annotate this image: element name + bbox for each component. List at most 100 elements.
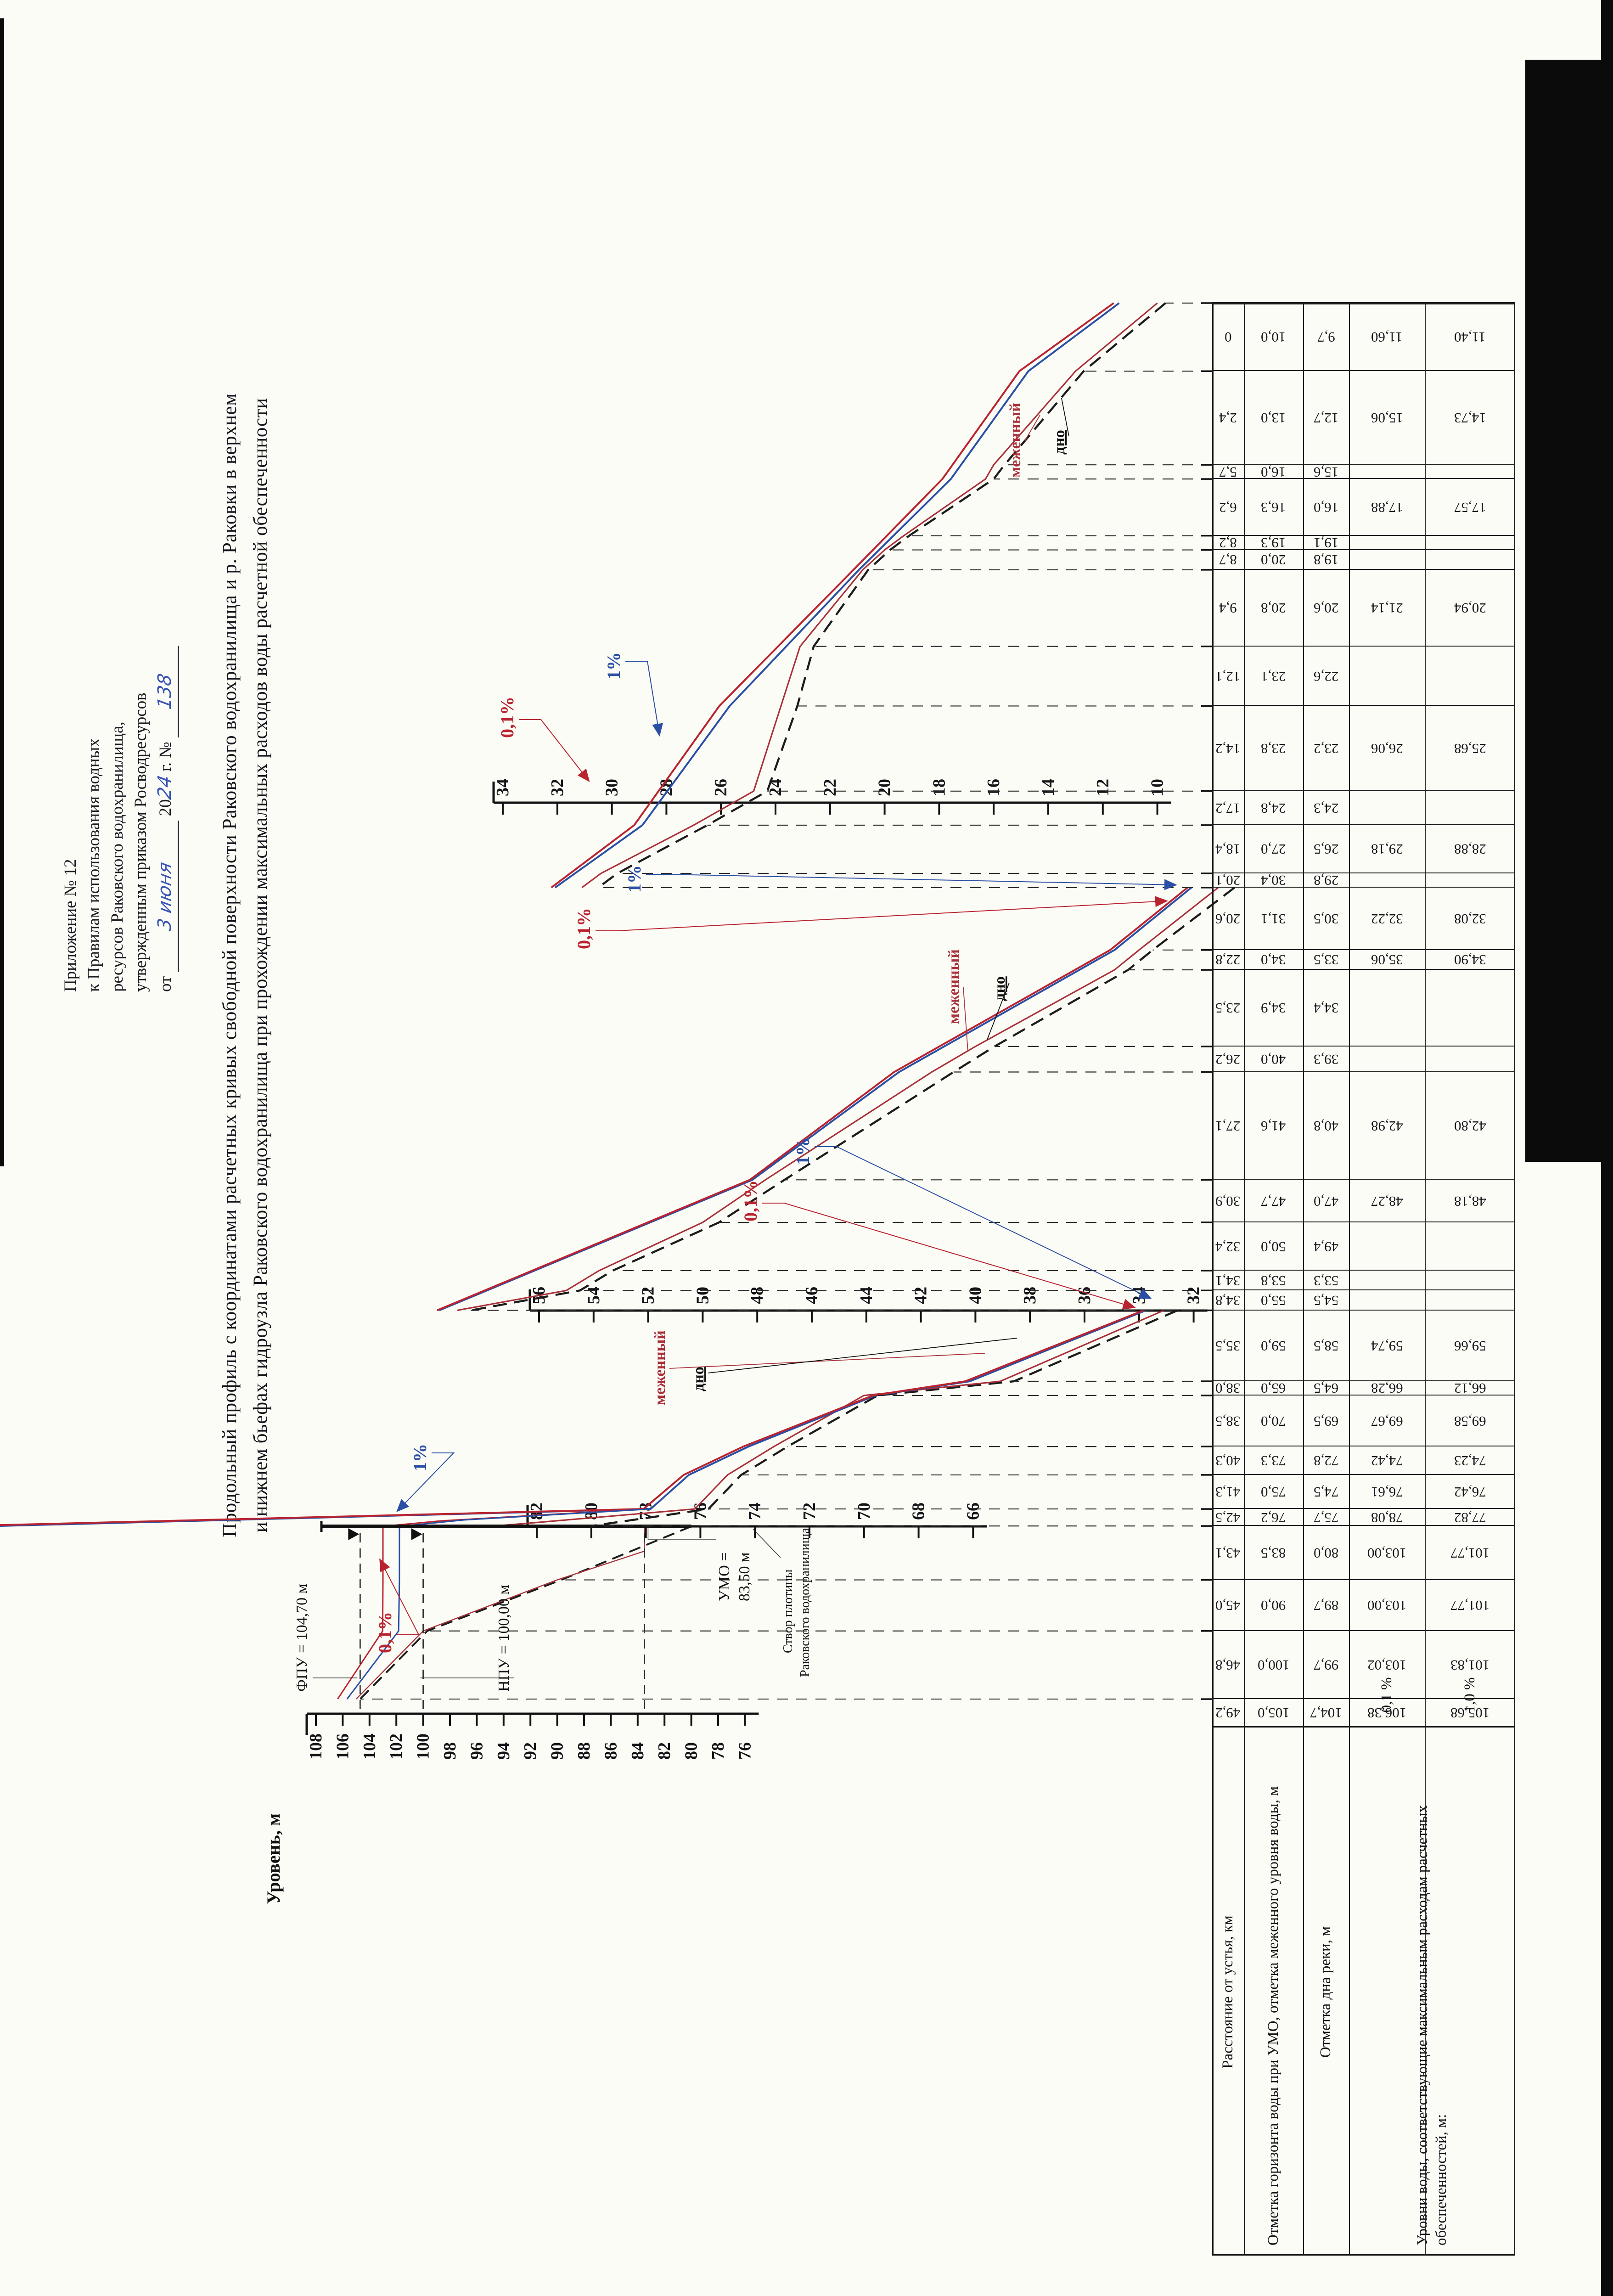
leader-mezhen-p3 — [669, 1353, 985, 1369]
axis-reservoir-number: 106 — [333, 1733, 352, 1760]
flood1-cell: 11,40 — [1425, 303, 1515, 371]
table-value: 105,0 — [1257, 1705, 1290, 1722]
table-value: 99,7 — [1313, 1657, 1339, 1673]
axis-panel1-number: 26 — [711, 779, 731, 796]
umo-level-cell: 20,0 — [1244, 550, 1303, 570]
table-value: 59,74 — [1371, 1338, 1403, 1354]
table-vline — [1212, 2254, 1515, 2256]
distance-cell: 6,2 — [1212, 479, 1244, 536]
riverbed-cell: 69,5 — [1303, 1396, 1349, 1446]
axis-panel2-number: 40 — [966, 1287, 985, 1304]
curve-01pct-p1 — [551, 302, 1114, 889]
table-value: 8,7 — [1219, 552, 1237, 568]
distance-cell: 17,2 — [1212, 791, 1244, 825]
table-value: 32,22 — [1371, 911, 1403, 927]
axis-panel1-number: 20 — [875, 779, 894, 796]
table-value: 69,5 — [1313, 1413, 1339, 1429]
table-value: 75,7 — [1313, 1509, 1339, 1526]
table-value: 74,42 — [1371, 1453, 1403, 1469]
curve-mezhen-reservoir — [355, 1526, 645, 1699]
label-1pct-panel3: 1% — [792, 1137, 813, 1165]
riverbed-cell: 47,0 — [1303, 1180, 1349, 1222]
distance-cell: 26,2 — [1212, 1047, 1244, 1072]
axis-panel1-number: 10 — [1148, 779, 1167, 796]
table-value: 24,3 — [1313, 800, 1339, 816]
axis-reservoir-number: 88 — [574, 1742, 594, 1760]
distance-cell: 34,1 — [1212, 1271, 1244, 1290]
distance-cell: 18,4 — [1212, 825, 1244, 873]
distance-cell: 30,9 — [1212, 1180, 1244, 1222]
label-1pct-reservoir: 1% — [410, 1444, 430, 1471]
umo-level-cell: 55,0 — [1244, 1290, 1303, 1310]
table-value: 76,2 — [1261, 1509, 1286, 1526]
table-value: 49,4 — [1313, 1238, 1339, 1255]
flood01-cell: 78,08 — [1349, 1509, 1425, 1526]
flood1-cell: 17,57 — [1425, 479, 1515, 536]
flood1-cell: 77,82 — [1425, 1509, 1515, 1526]
distance-cell: 0 — [1212, 303, 1244, 371]
axis-reservoir-number: 80 — [682, 1742, 701, 1760]
table-value: 18,4 — [1215, 841, 1241, 858]
flood1-cell: 28,88 — [1425, 825, 1515, 873]
scan-edge-right-thin — [1601, 0, 1613, 2296]
label-mezhen-p3: меженный — [652, 1330, 669, 1405]
axis-panel1-number: 18 — [929, 779, 949, 796]
curve-dno-p2 — [471, 887, 1236, 1311]
label-umo-2: 83,50 м — [736, 1552, 753, 1601]
distance-cell: 23,5 — [1212, 970, 1244, 1047]
table-value: 39,3 — [1313, 1051, 1339, 1068]
table-value: 47,7 — [1261, 1193, 1286, 1210]
umo-level-cell: 23,1 — [1244, 647, 1303, 706]
distance-cell: 5,7 — [1212, 464, 1244, 480]
table-value: 6,2 — [1219, 499, 1237, 516]
table-value: 11,60 — [1371, 329, 1403, 346]
flood1-cell: 59,66 — [1425, 1311, 1515, 1381]
riverbed-cell: 24,3 — [1303, 791, 1349, 825]
riverbed-cell: 72,8 — [1303, 1446, 1349, 1475]
distance-cell: 49,2 — [1212, 1699, 1244, 1727]
label-01pct-reservoir-leader — [379, 1558, 420, 1635]
table-value: 20,8 — [1261, 600, 1286, 617]
scan-edge-left — [0, 18, 4, 1166]
distance-cell: 8,2 — [1212, 535, 1244, 551]
flood01-cell: 42,98 — [1349, 1072, 1425, 1180]
table-value: 27,0 — [1261, 841, 1286, 858]
label-npu: НПУ = 100,00 м — [495, 1585, 512, 1692]
fpu-mark — [348, 1528, 360, 1540]
table-value: 53,3 — [1313, 1272, 1339, 1289]
table-value: 55,0 — [1261, 1292, 1286, 1309]
flood01-cell: 66,28 — [1349, 1380, 1425, 1396]
leader-mezhen-p1 — [1024, 415, 1040, 441]
table-value: 22,6 — [1313, 668, 1339, 685]
label-1pct-panel3-leader — [815, 1146, 1152, 1299]
axis-panel2-number: 50 — [693, 1287, 712, 1304]
axis-panel3-number: 74 — [745, 1503, 764, 1520]
curve-mezhen-p3 — [495, 1310, 1164, 1527]
riverbed-cell: 19,1 — [1303, 535, 1349, 551]
npu-mark — [411, 1528, 422, 1540]
table-value: 90,0 — [1261, 1598, 1286, 1614]
distance-cell: 35,5 — [1212, 1311, 1244, 1381]
umo-level-cell: 59,0 — [1244, 1311, 1303, 1381]
umo-level-cell: 40,0 — [1244, 1047, 1303, 1072]
flood01-cell: 103,00 — [1349, 1526, 1425, 1580]
flood1-cell: 101,83 — [1425, 1631, 1515, 1699]
table-value: 10,0 — [1261, 329, 1286, 346]
distance-cell: 12,1 — [1212, 647, 1244, 706]
table-value: 80,0 — [1313, 1545, 1339, 1561]
table-value: 59,66 — [1454, 1338, 1486, 1354]
curve-dno-reservoir — [359, 1525, 692, 1700]
row-caption-riverbed: Отметка дна реки, м — [1303, 1730, 1349, 2254]
riverbed-cell: 22,6 — [1303, 647, 1349, 706]
table-value: 42,5 — [1215, 1509, 1241, 1526]
table-value: 59,0 — [1261, 1338, 1286, 1354]
riverbed-cell: 74,5 — [1303, 1475, 1349, 1509]
distance-cell: 38,0 — [1212, 1380, 1244, 1396]
table-value: 32,4 — [1215, 1238, 1241, 1255]
table-value: 34,1 — [1215, 1272, 1241, 1289]
row-caption-distance: Расстояние от устья, км — [1212, 1730, 1244, 2254]
table-value: 78,08 — [1371, 1509, 1403, 1526]
leader-dno-p3 — [708, 1338, 1017, 1373]
riverbed-cell: 64,5 — [1303, 1380, 1349, 1396]
umo-level-cell: 16,0 — [1244, 464, 1303, 480]
